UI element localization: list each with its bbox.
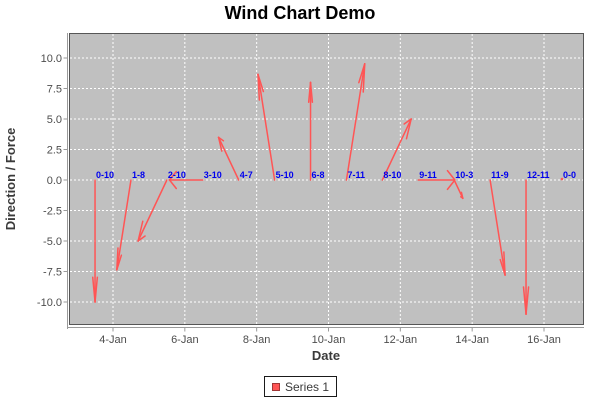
wind-arrow-head	[503, 251, 506, 276]
wind-arrow-shaft	[116, 179, 132, 271]
wind-point-label: 11-9	[491, 170, 509, 180]
wind-arrow-shaft	[217, 136, 240, 181]
wind-point-label: 1-8	[132, 170, 145, 180]
wind-arrow-head	[168, 179, 178, 190]
y-tick-label: 10.0	[41, 53, 62, 65]
wind-arrow-head	[137, 235, 146, 242]
wind-point-label: 7-11	[347, 170, 365, 180]
gridlines	[70, 34, 583, 324]
wind-arrow-head	[116, 247, 119, 271]
wind-arrow-head	[94, 276, 99, 303]
x-tick-label: 16-Jan	[527, 334, 561, 346]
wind-point-label: 8-10	[383, 170, 401, 180]
wind-arrow-head	[116, 254, 123, 271]
x-tick-label: 8-Jan	[243, 334, 271, 346]
wind-arrow-head	[257, 73, 261, 101]
wind-arrow-head	[362, 63, 366, 93]
y-tick-label: 5.0	[47, 114, 62, 126]
wind-zero-dot	[560, 177, 564, 181]
x-tick-label: 12-Jan	[384, 334, 418, 346]
wind-point-label: 3-10	[204, 170, 222, 180]
wind-arrow-shaft	[257, 73, 276, 181]
wind-point-label: 10-3	[455, 170, 473, 180]
wind-arrow-shaft	[489, 179, 506, 276]
wind-point-label: 12-11	[527, 170, 550, 180]
wind-arrow-head	[405, 118, 412, 140]
y-tick-label: -2.5	[43, 206, 62, 218]
wind-point-label: 6-8	[312, 170, 325, 180]
axis-lines	[63, 33, 584, 332]
wind-arrow-shaft	[137, 179, 168, 242]
y-tick-label: 0.0	[47, 175, 62, 187]
plot-area	[69, 33, 584, 325]
wind-arrow-head	[403, 118, 412, 125]
wind-point-label: 2-10	[168, 170, 186, 180]
x-tick-label: 10-Jan	[312, 334, 346, 346]
wind-point-label: 0-0	[563, 170, 576, 180]
wind-point-label: 0-10	[96, 170, 114, 180]
y-tick-label: 7.5	[47, 84, 62, 96]
wind-point-label: 9-11	[419, 170, 437, 180]
wind-arrow-head	[446, 169, 456, 181]
wind-arrow-head	[522, 286, 527, 315]
legend-swatch-icon	[272, 382, 280, 391]
wind-arrow-head	[91, 276, 96, 303]
wind-point-label: 4-7	[240, 170, 253, 180]
y-tick-label: -10.0	[37, 297, 62, 309]
x-tick-labels: 4-Jan 6-Jan 8-Jan 10-Jan 12-Jan 14-Jan 16-Jan	[99, 334, 561, 346]
x-axis-title: Date	[312, 348, 340, 363]
x-tick-label: 6-Jan	[171, 334, 199, 346]
y-axis-title: Direction / Force	[3, 128, 18, 231]
wind-arrow-head	[307, 81, 312, 103]
x-tick-label: 4-Jan	[99, 334, 127, 346]
wind-arrows	[91, 63, 564, 315]
wind-arrow-head	[137, 220, 144, 242]
wind-arrow-head	[525, 286, 530, 315]
y-tick-labels: 10.0 7.5 5.0 2.5 0.0 -2.5 -5.0 -7.5 -10.0	[37, 53, 62, 309]
y-tick-label: -5.0	[43, 236, 62, 248]
y-tick-label: 2.5	[47, 145, 62, 157]
legend-label: Series 1	[285, 379, 330, 394]
wind-labels: 0-10 1-8 2-10 3-10 4-7 5-10 6-8 7-11 8-10 9-11 10-…	[96, 170, 576, 180]
wind-arrow-head	[217, 136, 223, 152]
wind-point-label: 5-10	[276, 170, 294, 180]
legend: Series 1	[264, 376, 338, 397]
y-tick-label: -7.5	[43, 267, 62, 279]
wind-arrow-shaft	[381, 118, 412, 181]
x-tick-label: 14-Jan	[455, 334, 489, 346]
wind-arrow-head	[358, 63, 366, 84]
wind-arrow-head	[460, 191, 464, 200]
wind-arrow-head	[446, 179, 456, 191]
wind-arrow-shaft	[345, 63, 366, 181]
chart-title: Wind Chart Demo	[225, 3, 376, 23]
wind-arrow-head	[168, 170, 178, 181]
